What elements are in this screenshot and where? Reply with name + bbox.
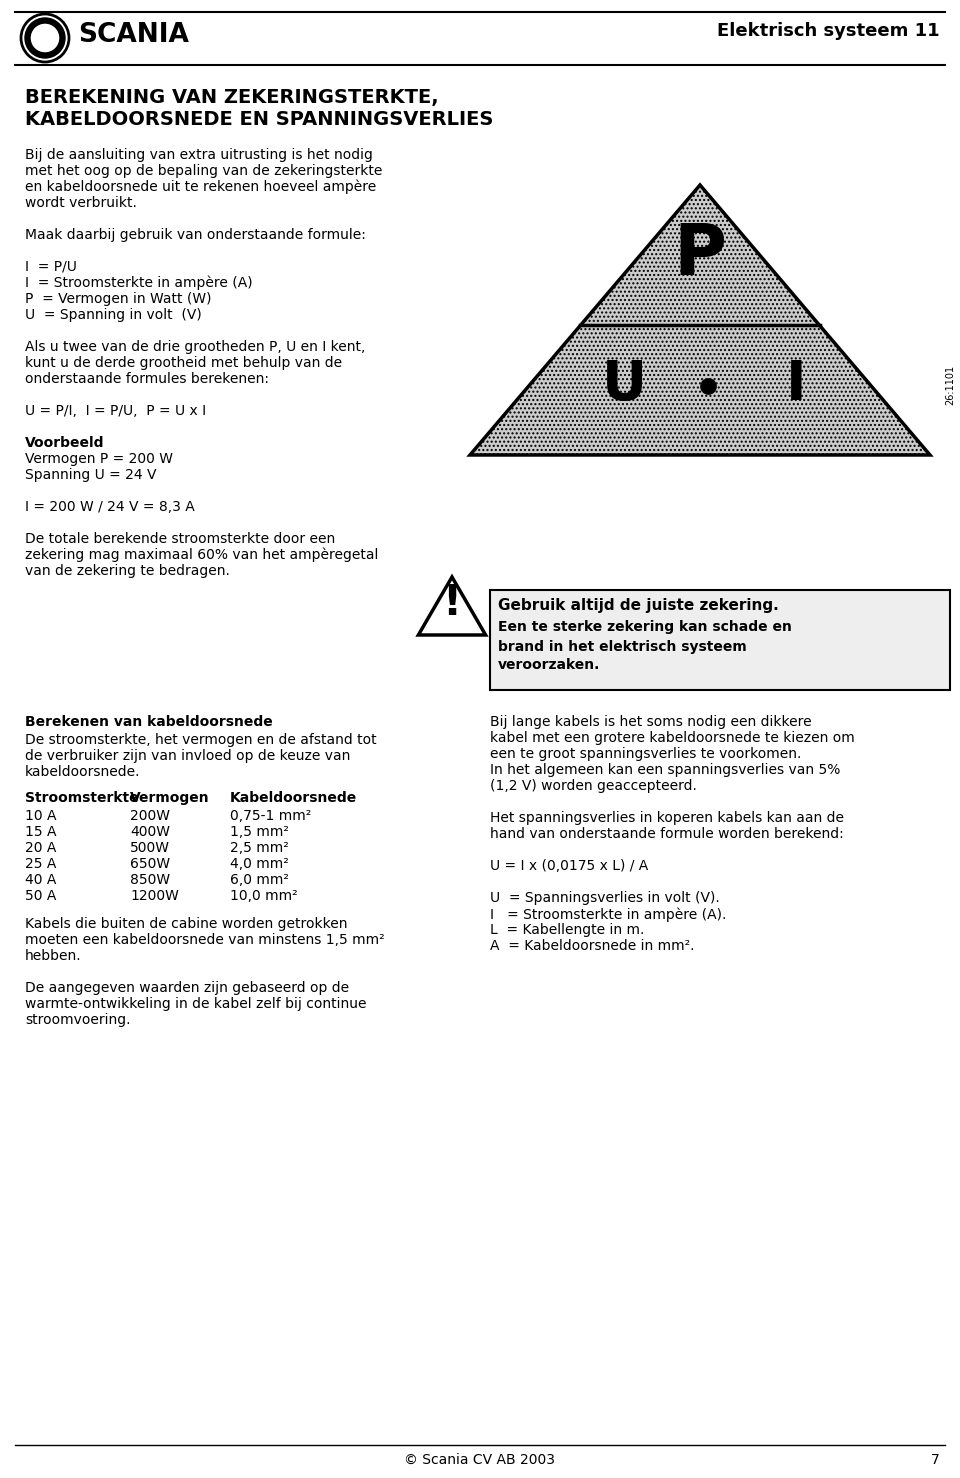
Text: hand van onderstaande formule worden berekend:: hand van onderstaande formule worden ber… — [490, 828, 844, 841]
Text: Vermogen: Vermogen — [130, 791, 209, 806]
Text: Bij de aansluiting van extra uitrusting is het nodig: Bij de aansluiting van extra uitrusting … — [25, 148, 372, 163]
Text: hebben.: hebben. — [25, 949, 82, 964]
Text: 15 A: 15 A — [25, 825, 57, 840]
Text: veroorzaken.: veroorzaken. — [497, 658, 600, 672]
Text: 400W: 400W — [130, 825, 170, 840]
Text: Spanning U = 24 V: Spanning U = 24 V — [25, 469, 156, 482]
Text: 2,5 mm²: 2,5 mm² — [230, 841, 289, 854]
Text: 50 A: 50 A — [25, 888, 57, 903]
Text: Het spanningsverlies in koperen kabels kan aan de: Het spanningsverlies in koperen kabels k… — [490, 811, 844, 825]
Text: van de zekering te bedragen.: van de zekering te bedragen. — [25, 565, 229, 578]
Text: U  = Spanning in volt  (V): U = Spanning in volt (V) — [25, 307, 202, 322]
Text: kunt u de derde grootheid met behulp van de: kunt u de derde grootheid met behulp van… — [25, 356, 342, 370]
Text: De totale berekende stroomsterkte door een: De totale berekende stroomsterkte door e… — [25, 532, 335, 545]
Text: (1,2 V) worden geaccepteerd.: (1,2 V) worden geaccepteerd. — [490, 779, 697, 794]
Text: Kabels die buiten de cabine worden getrokken: Kabels die buiten de cabine worden getro… — [25, 916, 348, 931]
Text: I  = Stroomsterkte in ampère (A): I = Stroomsterkte in ampère (A) — [25, 276, 252, 291]
Text: P: P — [674, 220, 727, 290]
Text: 26:1101: 26:1101 — [945, 365, 955, 405]
Text: Bij lange kabels is het soms nodig een dikkere: Bij lange kabels is het soms nodig een d… — [490, 715, 811, 729]
Text: 20 A: 20 A — [25, 841, 57, 854]
Text: L  = Kabellengte in m.: L = Kabellengte in m. — [490, 922, 644, 937]
Text: een te groot spanningsverlies te voorkomen.: een te groot spanningsverlies te voorkom… — [490, 746, 802, 761]
Text: De aangegeven waarden zijn gebaseerd op de: De aangegeven waarden zijn gebaseerd op … — [25, 981, 349, 995]
Text: met het oog op de bepaling van de zekeringsterkte: met het oog op de bepaling van de zekeri… — [25, 164, 382, 177]
Text: KABELDOORSNEDE EN SPANNINGSVERLIES: KABELDOORSNEDE EN SPANNINGSVERLIES — [25, 109, 493, 129]
Text: U: U — [602, 358, 647, 412]
Text: U = P/I,  I = P/U,  P = U x I: U = P/I, I = P/U, P = U x I — [25, 403, 206, 418]
Text: 650W: 650W — [130, 857, 170, 871]
Text: 1200W: 1200W — [130, 888, 179, 903]
Text: 850W: 850W — [130, 873, 170, 887]
Text: brand in het elektrisch systeem: brand in het elektrisch systeem — [497, 640, 747, 653]
Text: A  = Kabeldoorsnede in mm².: A = Kabeldoorsnede in mm². — [490, 939, 694, 953]
Polygon shape — [419, 576, 486, 636]
Text: Elektrisch systeem 11: Elektrisch systeem 11 — [717, 22, 940, 40]
Text: kabel met een grotere kabeldoorsnede te kiezen om: kabel met een grotere kabeldoorsnede te … — [490, 732, 854, 745]
Text: 0,75-1 mm²: 0,75-1 mm² — [230, 808, 311, 823]
Text: © Scania CV AB 2003: © Scania CV AB 2003 — [404, 1453, 556, 1468]
Text: 200W: 200W — [130, 808, 170, 823]
Text: Kabeldoorsnede: Kabeldoorsnede — [230, 791, 357, 806]
Text: I = 200 W / 24 V = 8,3 A: I = 200 W / 24 V = 8,3 A — [25, 500, 195, 514]
Text: 10 A: 10 A — [25, 808, 57, 823]
Text: U = I x (0,0175 x L) / A: U = I x (0,0175 x L) / A — [490, 859, 648, 873]
Text: 500W: 500W — [130, 841, 170, 854]
Text: moeten een kabeldoorsnede van minstens 1,5 mm²: moeten een kabeldoorsnede van minstens 1… — [25, 933, 385, 947]
Text: 7: 7 — [931, 1453, 940, 1468]
Text: Berekenen van kabeldoorsnede: Berekenen van kabeldoorsnede — [25, 715, 273, 729]
Text: 1,5 mm²: 1,5 mm² — [230, 825, 289, 840]
Text: U  = Spanningsverlies in volt (V).: U = Spanningsverlies in volt (V). — [490, 891, 720, 905]
Text: I  = P/U: I = P/U — [25, 260, 77, 273]
Text: Gebruik altijd de juiste zekering.: Gebruik altijd de juiste zekering. — [497, 599, 779, 613]
Text: Stroomsterkte: Stroomsterkte — [25, 791, 138, 806]
Text: Vermogen P = 200 W: Vermogen P = 200 W — [25, 452, 173, 466]
Text: en kabeldoorsnede uit te rekenen hoeveel ampère: en kabeldoorsnede uit te rekenen hoeveel… — [25, 180, 376, 195]
Text: stroomvoering.: stroomvoering. — [25, 1012, 131, 1027]
Text: I   = Stroomsterkte in ampère (A).: I = Stroomsterkte in ampère (A). — [490, 907, 727, 921]
Text: Maak daarbij gebruik van onderstaande formule:: Maak daarbij gebruik van onderstaande fo… — [25, 228, 366, 242]
Text: In het algemeen kan een spanningsverlies van 5%: In het algemeen kan een spanningsverlies… — [490, 763, 840, 777]
Text: wordt verbruikt.: wordt verbruikt. — [25, 197, 137, 210]
Polygon shape — [470, 185, 930, 455]
Circle shape — [25, 18, 65, 58]
Text: Voorbeeld: Voorbeeld — [25, 436, 105, 449]
Circle shape — [30, 24, 60, 53]
Text: De stroomsterkte, het vermogen en de afstand tot: De stroomsterkte, het vermogen en de afs… — [25, 733, 376, 746]
Text: Een te sterke zekering kan schade en: Een te sterke zekering kan schade en — [497, 619, 792, 634]
Text: BEREKENING VAN ZEKERINGSTERKTE,: BEREKENING VAN ZEKERINGSTERKTE, — [25, 89, 439, 106]
Text: 25 A: 25 A — [25, 857, 57, 871]
Text: 40 A: 40 A — [25, 873, 57, 887]
Text: warmte-ontwikkeling in de kabel zelf bij continue: warmte-ontwikkeling in de kabel zelf bij… — [25, 998, 367, 1011]
Text: P  = Vermogen in Watt (W): P = Vermogen in Watt (W) — [25, 293, 211, 306]
Text: Als u twee van de drie grootheden P, U en I kent,: Als u twee van de drie grootheden P, U e… — [25, 340, 366, 355]
Text: !: ! — [443, 582, 462, 624]
Text: de verbruiker zijn van invloed op de keuze van: de verbruiker zijn van invloed op de keu… — [25, 749, 350, 763]
Text: kabeldoorsnede.: kabeldoorsnede. — [25, 766, 140, 779]
FancyBboxPatch shape — [490, 590, 949, 690]
Text: zekering mag maximaal 60% van het ampèregetal: zekering mag maximaal 60% van het ampère… — [25, 548, 378, 563]
Text: 6,0 mm²: 6,0 mm² — [230, 873, 289, 887]
Circle shape — [21, 13, 69, 62]
Text: 4,0 mm²: 4,0 mm² — [230, 857, 289, 871]
Text: onderstaande formules berekenen:: onderstaande formules berekenen: — [25, 372, 269, 386]
Text: 10,0 mm²: 10,0 mm² — [230, 888, 298, 903]
Text: I: I — [786, 358, 807, 412]
Text: SCANIA: SCANIA — [78, 22, 189, 47]
